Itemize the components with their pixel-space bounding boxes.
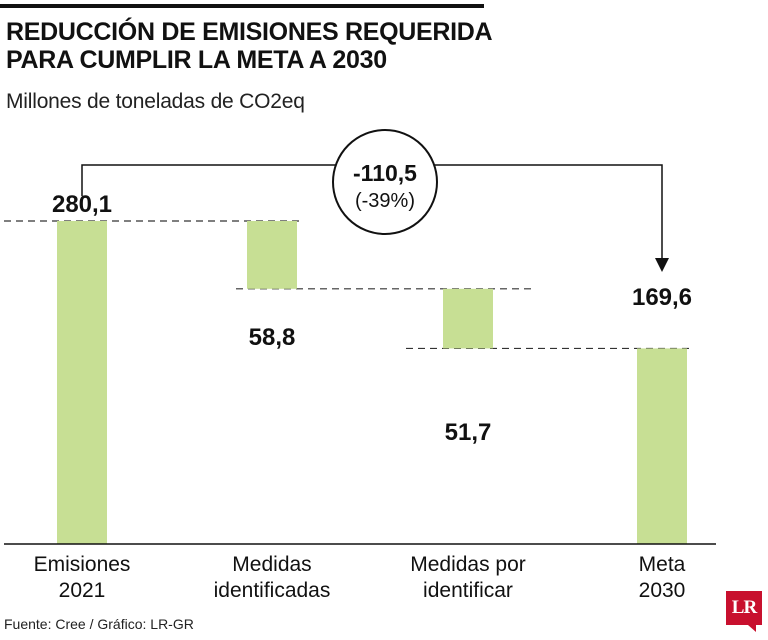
value-label-2: 58,8 [249, 324, 296, 351]
bar-1 [57, 221, 107, 544]
category-label-4-line-2: 2030 [639, 579, 686, 602]
annotation-value: -110,5 [353, 160, 417, 186]
annotation-circle [332, 129, 438, 235]
category-label-2-line-2: identificadas [214, 579, 331, 602]
category-label-4-line-1: Meta [639, 553, 686, 576]
title-line-2: PARA CUMPLIR LA META A 2030 [6, 46, 387, 74]
value-label-4: 169,6 [632, 284, 692, 311]
category-label-1-line-1: Emisiones [34, 553, 131, 576]
lr-logo: LR [726, 591, 762, 625]
arrow-head-icon [655, 258, 669, 272]
bar-3 [443, 288, 493, 349]
annotation-percent: (-39%) [355, 190, 415, 212]
chart-subtitle: Millones de toneladas de CO2eq [6, 90, 305, 113]
lr-logo-tail [748, 625, 756, 632]
category-label-3-line-1: Medidas por [410, 553, 526, 576]
chart-title: REDUCCIÓN DE EMISIONES REQUERIDA PARA CU… [6, 18, 493, 74]
category-label-1-line-2: 2021 [59, 579, 106, 602]
source-footer: Fuente: Cree / Gráfico: LR-GR [4, 616, 194, 632]
value-label-3: 51,7 [445, 419, 492, 446]
category-label-2-line-1: Medidas [232, 553, 311, 576]
top-rule [0, 4, 484, 8]
bar-2 [247, 221, 297, 289]
category-label-3-line-2: identificar [423, 579, 513, 602]
bar-4 [637, 348, 687, 544]
title-line-1: REDUCCIÓN DE EMISIONES REQUERIDA [6, 18, 493, 46]
